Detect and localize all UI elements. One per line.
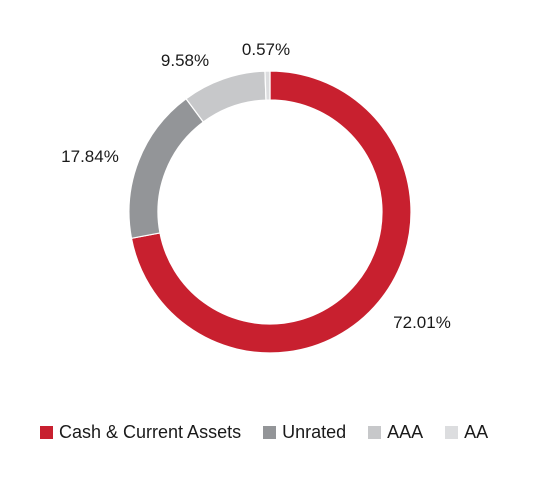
legend-label: AAA: [387, 422, 424, 442]
slice-label-aaa: 9.58%: [161, 51, 209, 70]
legend-swatch: [445, 426, 459, 439]
slice-aaa: [185, 70, 267, 123]
legend-swatch: [40, 426, 53, 439]
legend-swatch: [263, 426, 277, 439]
legend-label: Cash & Current Assets: [59, 422, 242, 442]
legend-label: AA: [464, 422, 489, 442]
legend-item-cash-and-current-assets: Cash & Current Assets: [40, 422, 241, 443]
slice-unrated: [128, 97, 205, 240]
slice-cash-and-current-assets: [130, 70, 412, 354]
slice-labels: 72.01% 17.84% 9.58% 0.57%: [61, 40, 451, 332]
legend-label: Unrated: [282, 422, 347, 442]
slice-label-aa: 0.57%: [242, 40, 290, 59]
donut-slices: [128, 70, 412, 354]
donut-chart: 72.01% 17.84% 9.58% 0.57%: [61, 40, 451, 354]
legend-swatch: [368, 426, 382, 439]
slice-label-cash-and-current-assets: 72.01%: [393, 313, 451, 332]
slice-aa: [264, 70, 271, 101]
chart-legend: Cash & Current Assets Unrated AAA AA: [40, 422, 510, 443]
legend-item-aaa: AAA: [368, 422, 423, 443]
slice-label-unrated: 17.84%: [61, 147, 119, 166]
legend-item-unrated: Unrated: [263, 422, 346, 443]
legend-item-aa: AA: [445, 422, 488, 443]
